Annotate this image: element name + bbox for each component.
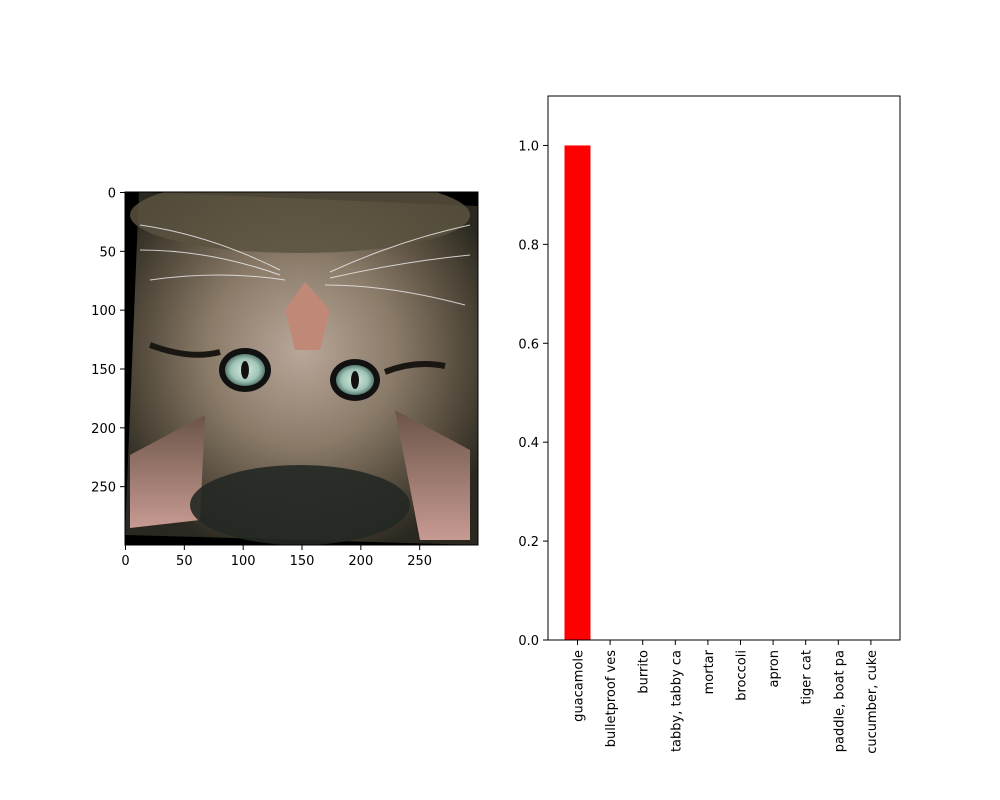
image-y-ticks: 0 50 100 150 200 250 [91, 187, 125, 496]
bar-x-tick-label: apron [767, 650, 782, 687]
cat-photo-icon [125, 192, 478, 545]
bar-y-tick-label: 0.0 [518, 634, 539, 649]
image-x-tick-label: 0 [121, 554, 129, 569]
image-x-tick-label: 100 [231, 554, 256, 569]
bar-chart-frame [547, 95, 901, 641]
bar-x-tick-label: burrito [637, 650, 652, 694]
bar-y-tick-label: 0.8 [518, 238, 539, 253]
image-y-tick-label: 200 [91, 422, 116, 437]
bar-x-tick-label: tabby, tabby ca [669, 650, 684, 752]
bar-0 [564, 145, 591, 641]
image-x-tick-label: 250 [407, 554, 432, 569]
bar-x-tick-label: guacamole [572, 650, 587, 722]
image-y-tick-label: 150 [91, 363, 116, 378]
image-y-tick-label: 100 [91, 304, 116, 319]
bar-x-tick-label: mortar [702, 649, 717, 694]
image-y-tick-label: 50 [99, 245, 116, 260]
image-x-tick-label: 200 [348, 554, 373, 569]
image-y-tick-label: 0 [108, 187, 116, 202]
bar-x-tick-label: cucumber, cuke [865, 650, 880, 754]
image-x-ticks: 0 50 100 150 200 250 [121, 545, 432, 569]
bar-chart-axes: 0.0 0.2 0.4 0.6 0.8 1.0 guacamole bulletproof … [518, 95, 901, 754]
bar-x-ticks: guacamole bulletproof ves burrito tabby, ta… [572, 640, 880, 754]
bar-y-ticks: 0.0 0.2 0.4 0.6 0.8 1.0 [518, 139, 548, 649]
bar-x-tick-label: tiger cat [800, 650, 815, 705]
image-y-tick-label: 250 [91, 481, 116, 496]
bars [564, 145, 689, 641]
bar-y-tick-label: 1.0 [518, 139, 539, 154]
image-x-tick-label: 150 [290, 554, 315, 569]
image-x-tick-label: 50 [176, 554, 193, 569]
bar-x-tick-label: paddle, boat pa [832, 650, 847, 752]
bar-y-tick-label: 0.2 [518, 535, 539, 550]
bar-x-tick-label: broccoli [735, 650, 750, 701]
image-axes: 0 50 100 150 200 250 0 50 100 150 200 250 [91, 187, 479, 569]
bar-y-tick-label: 0.6 [518, 337, 539, 352]
bar-x-tick-label: bulletproof ves [604, 650, 619, 747]
bar-y-tick-label: 0.4 [518, 436, 539, 451]
